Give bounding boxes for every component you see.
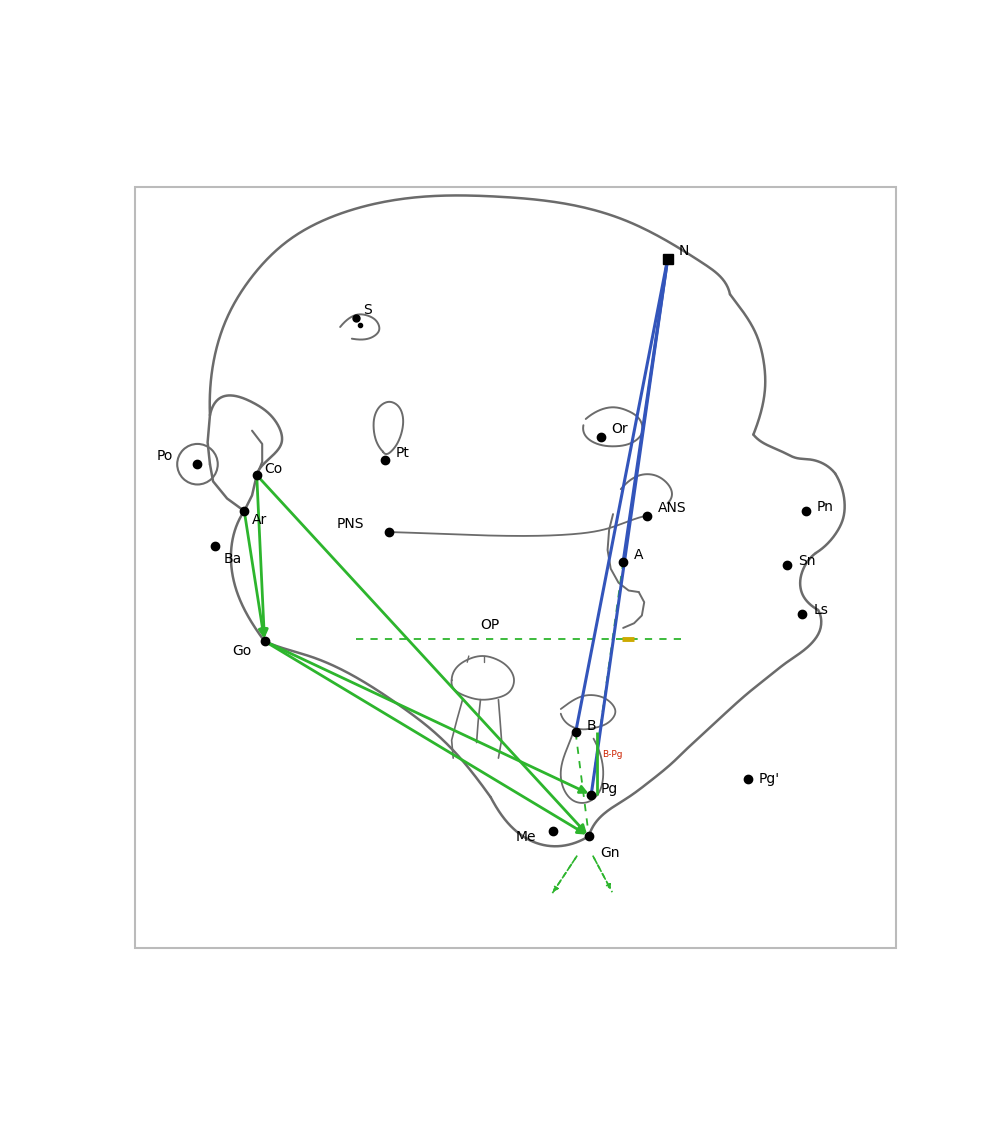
- Text: Pn: Pn: [817, 500, 833, 514]
- Text: Ba: Ba: [223, 551, 241, 566]
- Text: ANS: ANS: [658, 501, 686, 514]
- Text: Ar: Ar: [253, 513, 268, 528]
- Text: Or: Or: [612, 422, 628, 436]
- Text: B: B: [586, 719, 597, 733]
- Text: Pg: Pg: [601, 782, 618, 795]
- Text: A: A: [634, 548, 644, 563]
- Text: Co: Co: [265, 462, 283, 476]
- Text: Me: Me: [515, 830, 536, 843]
- Text: Pt: Pt: [395, 446, 409, 459]
- Text: Go: Go: [231, 643, 252, 658]
- Text: PNS: PNS: [336, 518, 364, 531]
- Text: B-Pg: B-Pg: [603, 750, 623, 759]
- Text: Pg': Pg': [759, 773, 780, 786]
- Text: OP: OP: [481, 619, 500, 632]
- Text: Sn: Sn: [798, 554, 815, 568]
- Text: Po: Po: [157, 449, 173, 464]
- Text: Gn: Gn: [600, 847, 620, 860]
- Text: N: N: [678, 245, 689, 258]
- Text: Ls: Ls: [814, 603, 828, 617]
- Text: S: S: [363, 303, 372, 317]
